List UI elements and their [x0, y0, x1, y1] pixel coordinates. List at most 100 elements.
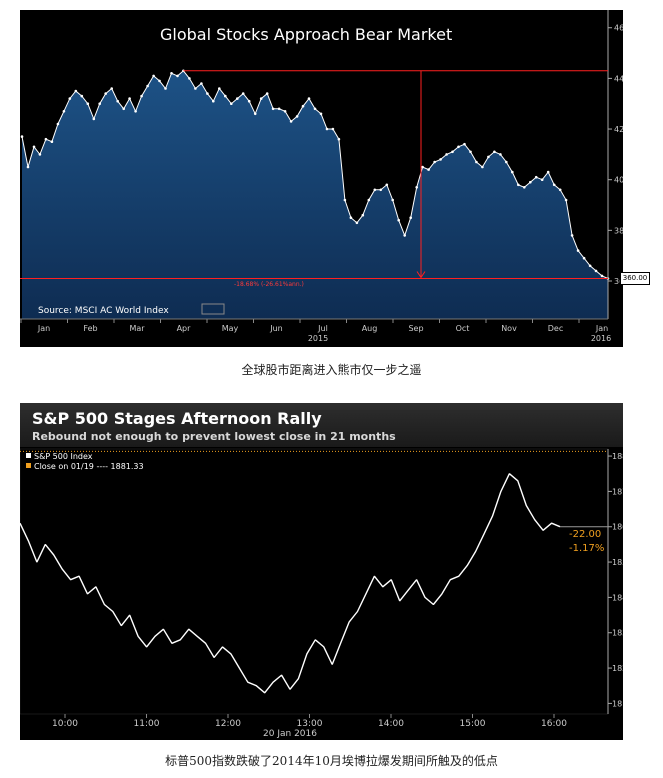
chart1-point — [200, 82, 203, 85]
chart1-point — [56, 122, 60, 126]
chart1-point — [259, 97, 263, 100]
chart1-y-tick-label: 400 — [614, 176, 623, 185]
chart1-point — [62, 110, 66, 113]
chart1-point — [277, 107, 281, 111]
chart1-point — [164, 87, 167, 90]
chart2-x-tick-label: 16:00 — [541, 719, 567, 729]
chart1-point — [86, 102, 90, 105]
chart2-y-tick-label: 1860 — [612, 523, 623, 532]
chart1-point — [146, 84, 149, 88]
chart1-point — [600, 274, 604, 278]
chart1-point — [534, 175, 538, 179]
chart2-x-tick-label: 14:00 — [378, 719, 404, 729]
chart1-point — [511, 170, 514, 174]
chart1-point — [68, 97, 72, 100]
chart1-x-tick-label: May — [222, 324, 239, 333]
chart1-point — [499, 153, 502, 156]
chart2-series-line — [19, 473, 561, 694]
chart1-point — [331, 127, 335, 131]
global-stocks-plot: 360380400420440460 JanFebMarAprMayJunJul… — [20, 10, 629, 347]
chart1-x-tick-label: Nov — [501, 324, 517, 333]
chart1-point — [463, 142, 466, 146]
chart2-title: S&P 500 Stages Afternoon Rally — [32, 409, 322, 428]
chart1-point — [379, 188, 383, 192]
chart2-y-tick-label: 1820 — [612, 664, 623, 673]
chart1-point — [493, 150, 496, 154]
chart1-point — [247, 99, 251, 103]
chart1-point — [122, 107, 125, 111]
chart1-x-tick-label: Jan — [37, 324, 50, 333]
chart2-y-tick-label: 1840 — [612, 593, 623, 602]
chart2-y-tick-label: 1850 — [612, 558, 623, 567]
chart1-y-tick-label: 460 — [614, 24, 623, 33]
chart1-x-tick-label: Jun — [269, 324, 283, 333]
chart1-point — [385, 183, 389, 187]
chart1-point — [523, 186, 526, 189]
chart2-x-tick-label: 15:00 — [460, 719, 486, 729]
chart1-point — [397, 218, 401, 222]
chart1-point — [110, 87, 113, 90]
legend-swatch-close — [26, 463, 31, 468]
chart1-point — [307, 97, 311, 100]
chart1-point — [505, 160, 508, 164]
chart1-point — [576, 249, 580, 252]
chart1-point — [558, 188, 562, 192]
chart1-point — [337, 137, 341, 141]
legend-swatch-sp500 — [26, 453, 31, 458]
chart1-y-tick-label: 380 — [614, 226, 623, 235]
chart1-toggle-icon[interactable] — [201, 303, 225, 315]
chart1-point — [116, 99, 119, 103]
chart1-point — [253, 112, 257, 116]
chart1-point — [529, 180, 532, 184]
chart2-y-tick-label: 1830 — [612, 629, 623, 638]
chart1-point — [271, 107, 275, 111]
global-stocks-chart: 360380400420440460 JanFebMarAprMayJunJul… — [20, 10, 650, 347]
chart1-point — [439, 158, 442, 161]
chart1-x-tick-label: Sep — [408, 324, 423, 333]
chart1-last-value-tag: 360.00 — [620, 272, 650, 286]
chart1-year-label: 2015 — [308, 334, 328, 343]
chart1-point — [32, 145, 36, 149]
chart1-point — [373, 188, 377, 192]
chart1-point — [457, 145, 460, 149]
chart1-point — [319, 112, 323, 116]
chart1-point — [570, 234, 574, 237]
chart1-point — [20, 135, 24, 138]
chart1-point — [224, 94, 227, 98]
chart1-point — [433, 160, 436, 164]
chart2-change-abs: -22.00 — [569, 529, 601, 540]
chart2-x-tick-label: 13:00 — [297, 719, 323, 729]
chart1-point — [230, 102, 233, 105]
chart1-point — [409, 216, 413, 219]
chart1-point — [176, 74, 179, 78]
chart1-title: Global Stocks Approach Bear Market — [160, 25, 452, 44]
chart1-x-tick-label: Apr — [177, 324, 192, 333]
chart1-point — [236, 97, 239, 100]
chart1-x-tick-label: Dec — [548, 324, 563, 333]
chart1-y-tick-label: 440 — [614, 74, 623, 83]
chart1-point — [289, 120, 293, 123]
chart1-caption: 全球股市距离进入熊市仅一步之遥 — [241, 363, 422, 377]
chart1-point — [415, 186, 419, 189]
chart1-x-tick-label: Jan — [595, 324, 608, 333]
chart2-change-pct: -1.17% — [569, 543, 604, 554]
chart1-point — [50, 140, 54, 143]
chart2-date-label: 20 Jan 2016 — [263, 729, 317, 739]
chart1-point — [421, 165, 424, 169]
chart1-point — [355, 221, 359, 225]
chart1-point — [582, 256, 586, 260]
chart1-point — [451, 150, 454, 154]
chart1-point — [343, 198, 347, 202]
chart1-y-tick-label: 420 — [614, 125, 623, 134]
chart1-point — [301, 104, 305, 108]
chart1-point — [283, 110, 287, 113]
chart2-x-tick-label: 10:00 — [52, 719, 78, 729]
chart2-subtitle: Rebound not enough to prevent lowest clo… — [32, 430, 396, 443]
chart1-point — [170, 72, 173, 75]
chart1-point — [80, 94, 84, 98]
chart1-point — [218, 87, 221, 90]
chart1-point — [349, 216, 353, 219]
chart1-point — [194, 87, 197, 90]
chart2-y-tick-label: 1870 — [612, 487, 623, 496]
